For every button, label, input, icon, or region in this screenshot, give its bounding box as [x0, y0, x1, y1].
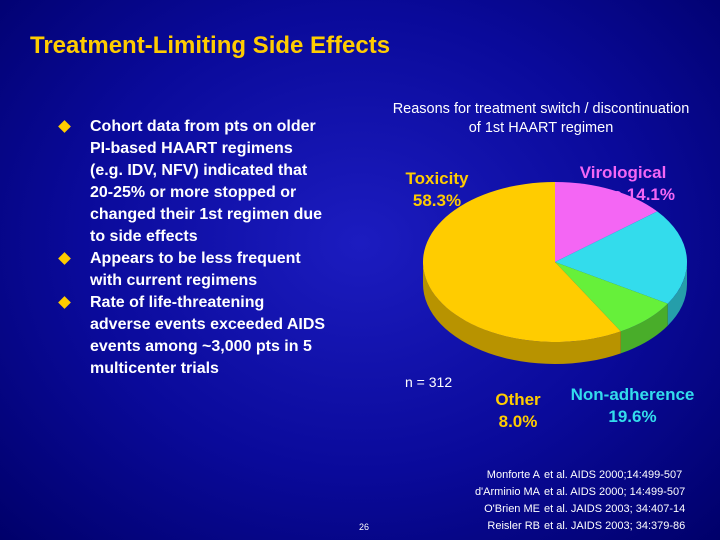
ref-citation: et al. AIDS 2000;14:499-507 [544, 469, 683, 481]
slice-label: Non-adherence 19.6% [555, 384, 710, 428]
page-number: 26 [359, 522, 370, 532]
ref-author: O'Brien ME [484, 503, 540, 515]
slice [555, 262, 668, 332]
chart-title: Reasons for treatment switch / discontin… [392, 101, 690, 136]
slice-side [423, 262, 621, 365]
ref-authors: Monforte A d'Arminio MA O'Brien ME Reisl… [475, 467, 540, 535]
category-label: Virological failure [571, 163, 667, 204]
ref-citation: et al. AIDS 2000; 14:499-507 [544, 486, 686, 498]
value-label: 58.3% [412, 191, 462, 210]
value-label: 8.0% [498, 412, 538, 431]
category-label: Other [495, 390, 541, 409]
ref-citations: et al. AIDS 2000;14:499-507 et al. AIDS … [544, 467, 685, 535]
bullet-list: Cohort data from pts on older PI-based H… [58, 116, 328, 380]
annotation: n = 312 [405, 374, 453, 390]
ref-author: Reisler RB [487, 520, 540, 532]
bullet: Appears to be less frequent with current… [58, 248, 328, 292]
ref-author: d'Arminio MA [474, 486, 540, 498]
slice-side [620, 303, 668, 354]
slice [555, 182, 658, 262]
category-label: Toxicity [405, 169, 469, 188]
bullet: Rate of life-threatening adverse events … [58, 292, 328, 380]
slice [423, 182, 621, 342]
value-label: 19.6% [608, 407, 657, 426]
category-label: Non-adherence [570, 385, 695, 404]
slice-label: Other 8.0% [484, 389, 552, 433]
slice-side [667, 262, 687, 326]
slide-title: Treatment-Limiting Side Effects [30, 32, 391, 59]
slice-label: Virological failure 14.1% [558, 162, 688, 206]
ref-citation: et al. JAIDS 2003; 34:379-86 [544, 520, 686, 532]
value-label: 14.1% [626, 185, 675, 204]
ref-author: Monforte A [486, 469, 540, 481]
slice [555, 211, 688, 304]
ref-citation: et al. JAIDS 2003; 34:407-14 [544, 503, 686, 515]
slice-label: Toxicity 58.3% [392, 168, 482, 212]
bullet: Cohort data from pts on older PI-based H… [58, 116, 328, 248]
